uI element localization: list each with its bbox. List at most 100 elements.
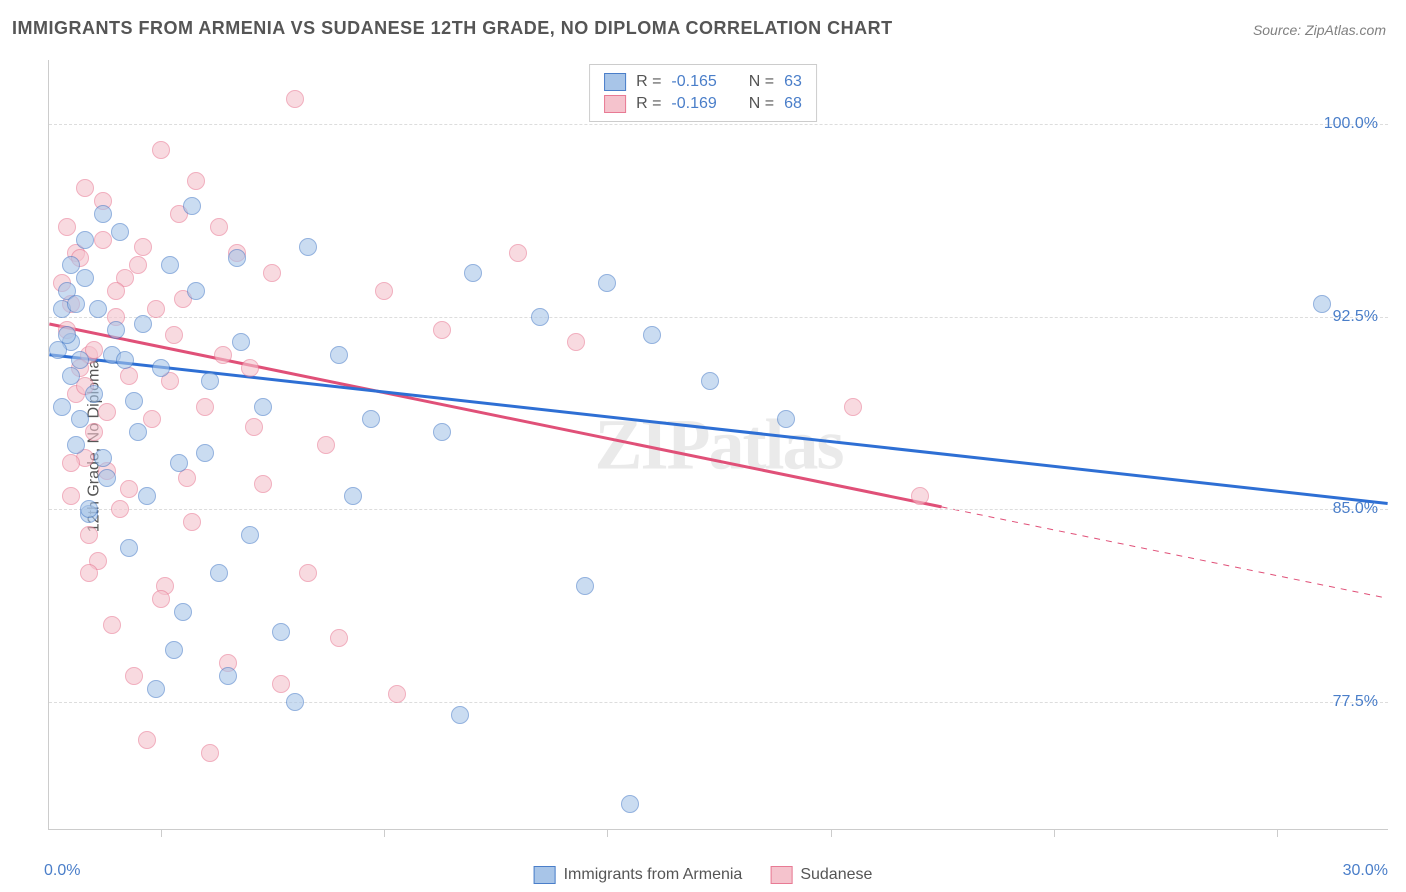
- scatter-point-sudanese: [147, 300, 165, 318]
- legend-swatch-sudanese-2: [770, 866, 792, 884]
- scatter-point-sudanese: [94, 231, 112, 249]
- watermark: ZIPatlas: [594, 403, 842, 486]
- scatter-point-armenia: [147, 680, 165, 698]
- legend-item-sudanese: Sudanese: [770, 866, 872, 884]
- scatter-point-sudanese: [107, 282, 125, 300]
- y-tick-label: 92.5%: [1333, 308, 1378, 326]
- scatter-point-armenia: [165, 641, 183, 659]
- series-label-armenia: Immigrants from Armenia: [564, 866, 743, 884]
- scatter-point-armenia: [598, 274, 616, 292]
- scatter-point-armenia: [701, 372, 719, 390]
- trend-lines: [49, 60, 1388, 829]
- scatter-point-armenia: [161, 256, 179, 274]
- scatter-point-sudanese: [263, 264, 281, 282]
- x-tick: [161, 829, 162, 837]
- series-label-sudanese: Sudanese: [800, 866, 872, 884]
- scatter-point-armenia: [174, 603, 192, 621]
- n-label: N =: [749, 73, 774, 91]
- x-tick: [1054, 829, 1055, 837]
- scatter-point-armenia: [219, 667, 237, 685]
- scatter-point-armenia: [196, 444, 214, 462]
- scatter-point-armenia: [201, 372, 219, 390]
- r-value-armenia: -0.165: [671, 73, 716, 91]
- scatter-point-armenia: [71, 410, 89, 428]
- scatter-point-sudanese: [138, 731, 156, 749]
- scatter-point-sudanese: [210, 218, 228, 236]
- scatter-point-armenia: [344, 487, 362, 505]
- y-tick-label: 85.0%: [1333, 500, 1378, 518]
- scatter-point-armenia: [76, 231, 94, 249]
- scatter-point-sudanese: [567, 333, 585, 351]
- scatter-point-sudanese: [844, 398, 862, 416]
- scatter-point-armenia: [433, 423, 451, 441]
- scatter-point-sudanese: [187, 172, 205, 190]
- legend-swatch-sudanese: [604, 95, 626, 113]
- scatter-point-sudanese: [165, 326, 183, 344]
- legend-stats: R = -0.165 N = 63 R = -0.169 N = 68: [589, 64, 817, 122]
- scatter-point-sudanese: [241, 359, 259, 377]
- scatter-point-armenia: [89, 300, 107, 318]
- gridline: [49, 702, 1388, 703]
- scatter-point-armenia: [62, 256, 80, 274]
- scatter-point-sudanese: [317, 436, 335, 454]
- r-label: R =: [636, 73, 661, 91]
- scatter-point-armenia: [67, 436, 85, 454]
- scatter-point-sudanese: [103, 616, 121, 634]
- scatter-point-armenia: [451, 706, 469, 724]
- scatter-point-armenia: [107, 321, 125, 339]
- n-value-armenia: 63: [784, 73, 802, 91]
- scatter-point-armenia: [138, 487, 156, 505]
- gridline: [49, 509, 1388, 510]
- scatter-point-sudanese: [214, 346, 232, 364]
- scatter-point-armenia: [531, 308, 549, 326]
- scatter-point-armenia: [94, 449, 112, 467]
- scatter-point-armenia: [254, 398, 272, 416]
- scatter-point-sudanese: [911, 487, 929, 505]
- gridline: [49, 317, 1388, 318]
- scatter-point-sudanese: [388, 685, 406, 703]
- y-tick-label: 100.0%: [1324, 115, 1378, 133]
- r-label: R =: [636, 95, 661, 113]
- scatter-point-armenia: [120, 539, 138, 557]
- scatter-point-sudanese: [433, 321, 451, 339]
- scatter-point-armenia: [241, 526, 259, 544]
- scatter-point-sudanese: [98, 403, 116, 421]
- scatter-point-armenia: [116, 351, 134, 369]
- scatter-point-sudanese: [58, 218, 76, 236]
- scatter-point-armenia: [129, 423, 147, 441]
- x-axis-max-label: 30.0%: [1343, 862, 1388, 880]
- scatter-point-armenia: [232, 333, 250, 351]
- x-tick: [1277, 829, 1278, 837]
- scatter-point-sudanese: [80, 564, 98, 582]
- scatter-point-sudanese: [375, 282, 393, 300]
- scatter-point-sudanese: [286, 90, 304, 108]
- scatter-point-sudanese: [125, 667, 143, 685]
- n-label: N =: [749, 95, 774, 113]
- scatter-point-armenia: [111, 223, 129, 241]
- scatter-point-armenia: [777, 410, 795, 428]
- scatter-point-armenia: [58, 326, 76, 344]
- scatter-point-armenia: [621, 795, 639, 813]
- scatter-point-armenia: [98, 469, 116, 487]
- scatter-point-sudanese: [201, 744, 219, 762]
- scatter-point-sudanese: [134, 238, 152, 256]
- chart-container: IMMIGRANTS FROM ARMENIA VS SUDANESE 12TH…: [0, 0, 1406, 892]
- scatter-point-armenia: [187, 282, 205, 300]
- scatter-point-sudanese: [509, 244, 527, 262]
- source-attribution: Source: ZipAtlas.com: [1253, 22, 1386, 38]
- scatter-point-sudanese: [330, 629, 348, 647]
- scatter-point-armenia: [643, 326, 661, 344]
- scatter-point-armenia: [85, 385, 103, 403]
- scatter-point-armenia: [286, 693, 304, 711]
- legend-row-sudanese: R = -0.169 N = 68: [604, 93, 802, 115]
- scatter-point-armenia: [228, 249, 246, 267]
- scatter-point-armenia: [464, 264, 482, 282]
- scatter-point-armenia: [134, 315, 152, 333]
- scatter-point-sudanese: [178, 469, 196, 487]
- scatter-point-armenia: [76, 269, 94, 287]
- legend-item-armenia: Immigrants from Armenia: [534, 866, 743, 884]
- scatter-point-armenia: [576, 577, 594, 595]
- scatter-point-armenia: [152, 359, 170, 377]
- r-value-sudanese: -0.169: [671, 95, 716, 113]
- plot-area: ZIPatlas 77.5%85.0%92.5%100.0%: [48, 60, 1388, 830]
